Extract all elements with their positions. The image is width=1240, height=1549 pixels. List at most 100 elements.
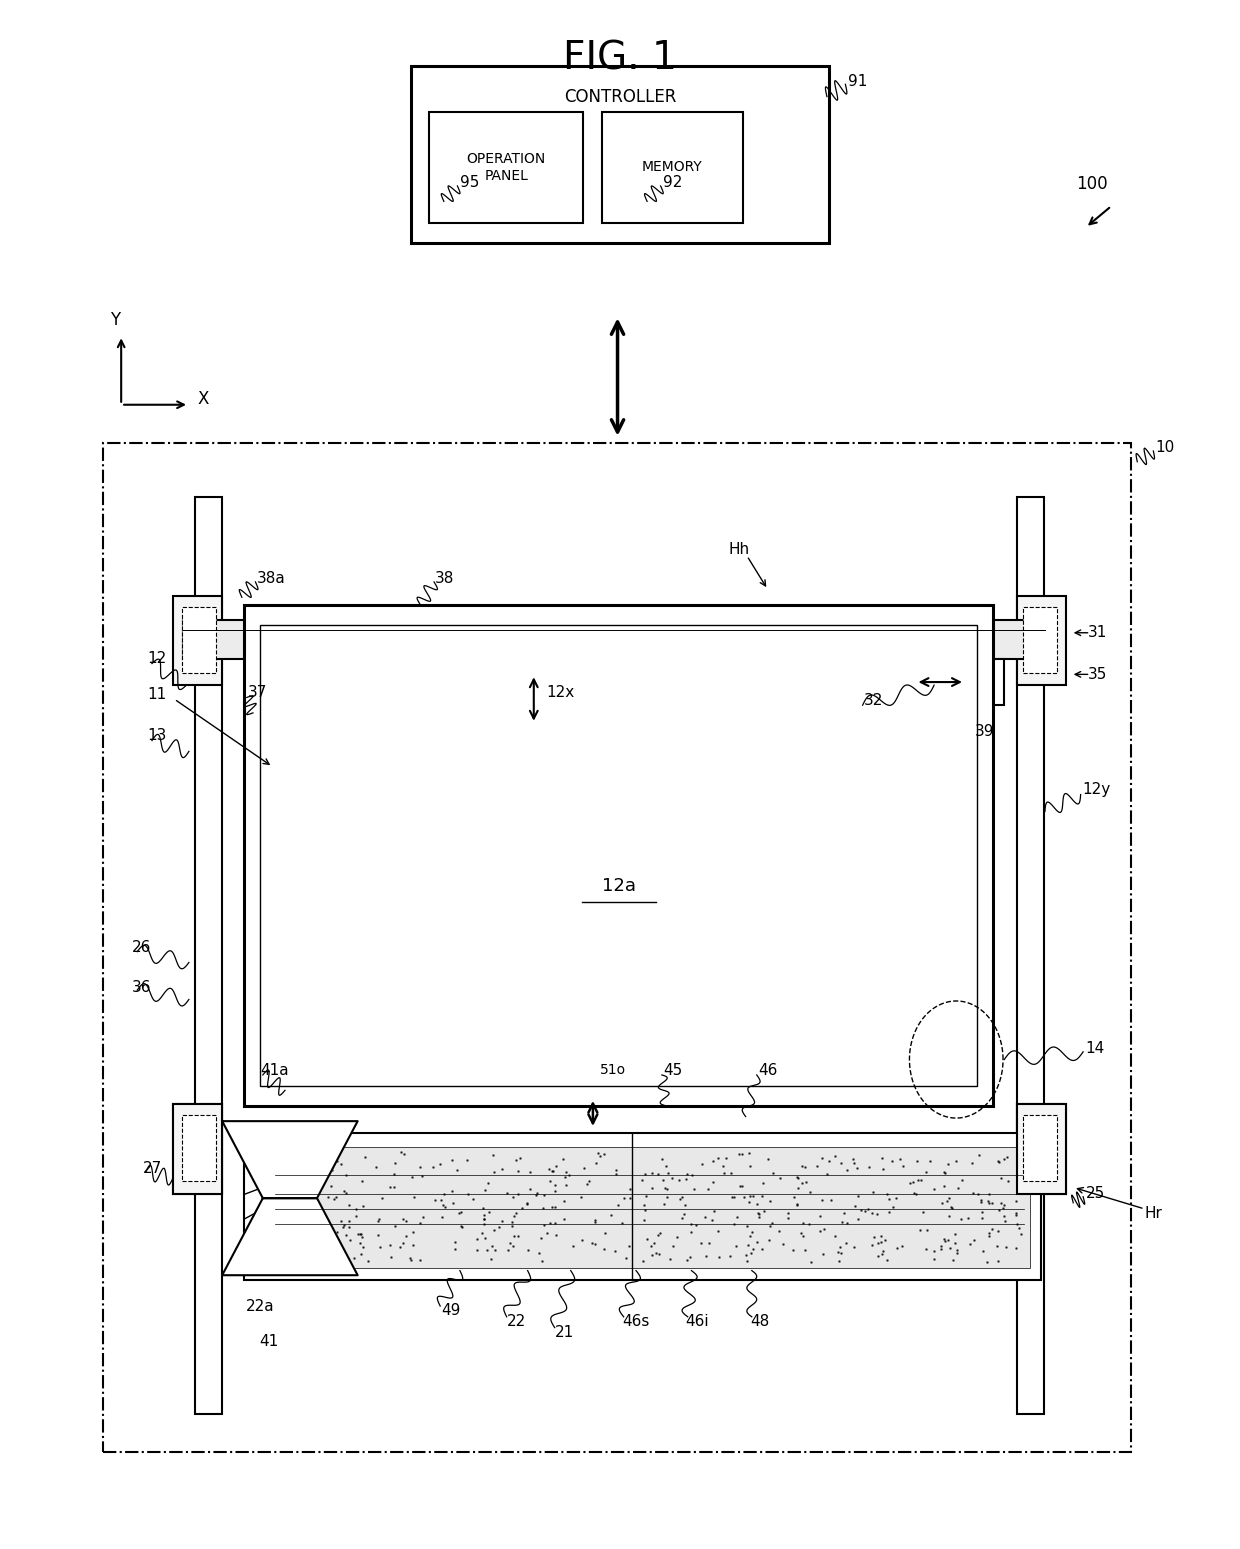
Text: 36: 36 [133, 979, 151, 994]
Point [547, 1154, 567, 1179]
Point [334, 1213, 353, 1238]
Point [350, 1222, 370, 1247]
Polygon shape [222, 1199, 357, 1275]
Point [578, 1171, 598, 1196]
Point [537, 1221, 557, 1245]
Text: 95: 95 [460, 175, 479, 191]
Point [403, 1233, 423, 1258]
Point [451, 1213, 471, 1238]
Point [505, 1224, 525, 1248]
Point [554, 1207, 574, 1231]
Point [815, 1216, 835, 1241]
Point [458, 1182, 477, 1207]
Point [677, 1248, 697, 1273]
Point [556, 1165, 575, 1190]
Point [847, 1156, 867, 1180]
Polygon shape [222, 1121, 357, 1199]
Point [641, 1176, 661, 1200]
Point [787, 1193, 807, 1218]
Point [533, 1196, 553, 1221]
Point [794, 1210, 813, 1235]
Point [971, 1190, 991, 1214]
Point [542, 1194, 562, 1219]
Point [743, 1219, 763, 1244]
Point [614, 1187, 634, 1211]
Point [269, 1140, 289, 1165]
Point [368, 1208, 388, 1233]
Point [352, 1225, 372, 1250]
Point [331, 1239, 351, 1264]
Point [425, 1188, 445, 1213]
Point [267, 1222, 286, 1247]
Point [792, 1154, 812, 1179]
Point [868, 1231, 888, 1256]
Point [749, 1202, 769, 1227]
Point [334, 1244, 353, 1269]
Point [991, 1165, 1011, 1190]
Text: 11: 11 [148, 686, 166, 702]
Point [326, 1245, 346, 1270]
Point [503, 1233, 523, 1258]
Point [935, 1228, 955, 1253]
Point [916, 1236, 936, 1261]
Point [935, 1162, 955, 1187]
Point [306, 1149, 326, 1174]
Point [585, 1231, 605, 1256]
Point [270, 1213, 290, 1238]
Point [709, 1244, 729, 1269]
Point [779, 1200, 799, 1225]
Point [492, 1208, 512, 1233]
Point [792, 1171, 812, 1196]
Point [441, 1148, 461, 1173]
Point [1006, 1200, 1025, 1225]
Text: 12a: 12a [601, 877, 636, 895]
Bar [182, 621, 1045, 658]
Point [848, 1207, 868, 1231]
Point [274, 1225, 294, 1250]
Point [931, 1233, 951, 1258]
Point [682, 1162, 702, 1187]
Bar [1023, 607, 1058, 672]
Point [980, 1224, 999, 1248]
Point [864, 1225, 884, 1250]
Text: 48: 48 [750, 1314, 770, 1329]
Point [595, 1221, 615, 1245]
Point [740, 1154, 760, 1179]
Point [479, 1199, 498, 1224]
Point [924, 1247, 944, 1272]
Point [413, 1205, 433, 1230]
Point [647, 1222, 667, 1247]
Text: 12: 12 [148, 652, 166, 666]
Point [828, 1239, 848, 1264]
Point [748, 1200, 768, 1225]
Bar [1017, 497, 1044, 1414]
Point [737, 1248, 756, 1273]
Text: 41: 41 [259, 1334, 279, 1349]
Point [801, 1250, 821, 1275]
Point [291, 1185, 311, 1210]
Point [290, 1149, 310, 1174]
Point [743, 1236, 763, 1261]
Point [863, 1179, 883, 1204]
Point [759, 1227, 779, 1252]
Point [585, 1210, 605, 1235]
Point [511, 1145, 531, 1169]
Point [463, 1187, 482, 1211]
Point [317, 1248, 337, 1273]
Point [563, 1235, 583, 1259]
Point [837, 1159, 857, 1183]
Point [590, 1143, 610, 1168]
Point [322, 1157, 342, 1182]
Point [968, 1182, 988, 1207]
Point [331, 1151, 351, 1176]
Point [450, 1199, 470, 1224]
Point [445, 1230, 465, 1255]
Point [619, 1233, 639, 1258]
Point [326, 1231, 346, 1256]
Point [675, 1202, 694, 1227]
Point [978, 1221, 998, 1245]
Point [572, 1228, 591, 1253]
Bar [181, 1115, 216, 1182]
Point [352, 1168, 372, 1193]
Point [570, 1185, 590, 1210]
